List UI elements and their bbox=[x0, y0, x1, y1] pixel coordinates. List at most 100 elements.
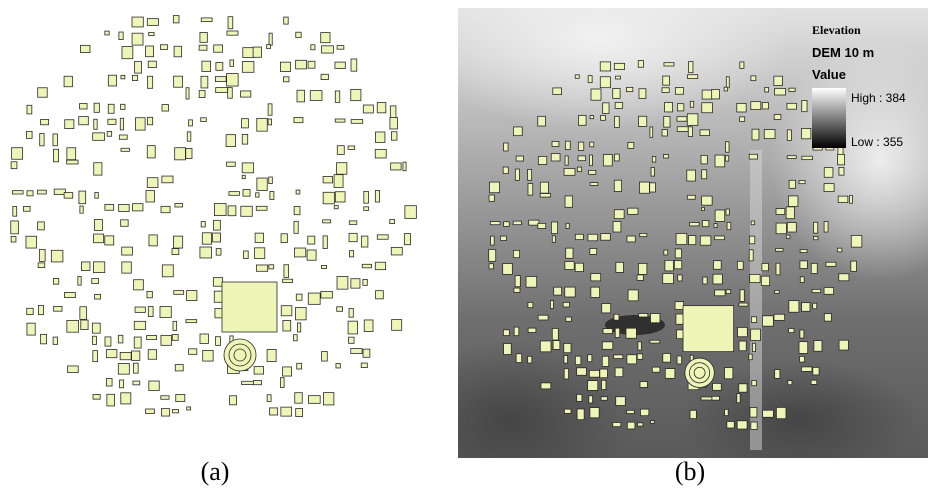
building bbox=[281, 306, 292, 316]
building bbox=[774, 115, 781, 120]
building bbox=[79, 191, 86, 204]
building bbox=[41, 334, 47, 344]
stadium bbox=[234, 349, 246, 361]
building bbox=[627, 422, 635, 429]
building bbox=[108, 104, 114, 113]
building bbox=[242, 175, 245, 178]
building bbox=[726, 77, 729, 88]
building bbox=[751, 329, 761, 340]
building bbox=[616, 262, 624, 272]
building bbox=[650, 314, 659, 323]
building bbox=[600, 369, 608, 378]
building bbox=[146, 191, 155, 202]
building bbox=[740, 117, 745, 122]
building bbox=[788, 381, 792, 385]
building bbox=[575, 356, 580, 364]
building bbox=[229, 192, 240, 196]
building bbox=[134, 280, 144, 290]
building bbox=[65, 292, 76, 297]
building bbox=[228, 17, 233, 29]
building bbox=[242, 119, 249, 128]
building bbox=[81, 262, 90, 271]
building bbox=[677, 356, 682, 364]
building bbox=[551, 222, 557, 234]
raster-low bbox=[680, 360, 920, 480]
building bbox=[589, 396, 593, 403]
building bbox=[538, 156, 546, 164]
building bbox=[665, 102, 673, 111]
building bbox=[201, 18, 212, 22]
building bbox=[614, 210, 624, 219]
building bbox=[528, 302, 533, 307]
building bbox=[504, 222, 510, 227]
building bbox=[134, 321, 145, 329]
building bbox=[715, 236, 725, 240]
building bbox=[515, 169, 519, 180]
building bbox=[80, 45, 90, 52]
building bbox=[173, 16, 179, 23]
building bbox=[119, 32, 123, 40]
building bbox=[105, 236, 114, 245]
building bbox=[591, 274, 601, 281]
building bbox=[65, 120, 74, 129]
figure: Elevation DEM 10 m Value High : 384 Low … bbox=[0, 0, 928, 495]
building bbox=[297, 90, 304, 102]
building bbox=[651, 421, 655, 424]
building bbox=[308, 236, 315, 244]
building bbox=[726, 290, 730, 294]
building bbox=[93, 133, 105, 140]
building bbox=[295, 308, 306, 320]
legend-subtitle: DEM 10 m bbox=[812, 45, 874, 60]
building bbox=[565, 156, 568, 165]
building bbox=[702, 221, 708, 227]
building bbox=[53, 134, 57, 146]
building bbox=[294, 221, 298, 233]
building bbox=[500, 236, 506, 240]
building bbox=[765, 87, 769, 92]
building bbox=[503, 167, 508, 173]
building bbox=[391, 163, 401, 170]
building bbox=[600, 62, 610, 71]
building bbox=[602, 380, 606, 389]
building bbox=[824, 287, 834, 294]
building bbox=[490, 222, 500, 225]
building bbox=[68, 366, 79, 373]
building bbox=[363, 349, 370, 357]
building bbox=[240, 91, 250, 97]
building bbox=[227, 74, 239, 87]
building bbox=[652, 367, 660, 372]
building bbox=[351, 120, 363, 124]
building bbox=[639, 182, 649, 193]
building bbox=[12, 148, 23, 160]
building bbox=[377, 102, 386, 112]
building bbox=[613, 89, 620, 99]
building bbox=[602, 304, 611, 313]
building bbox=[751, 76, 756, 81]
building bbox=[812, 289, 821, 292]
building bbox=[614, 63, 624, 69]
building bbox=[775, 370, 780, 379]
building bbox=[93, 336, 97, 344]
building bbox=[775, 290, 780, 293]
building bbox=[133, 204, 143, 211]
building bbox=[12, 191, 23, 194]
building bbox=[27, 105, 32, 114]
building bbox=[187, 291, 197, 301]
building bbox=[514, 327, 519, 336]
building bbox=[121, 393, 131, 404]
building bbox=[787, 156, 796, 159]
building bbox=[281, 407, 292, 416]
building bbox=[689, 222, 699, 225]
building bbox=[575, 263, 583, 271]
building bbox=[513, 250, 519, 257]
building bbox=[663, 155, 668, 158]
building bbox=[242, 134, 247, 144]
building bbox=[270, 191, 274, 199]
building bbox=[489, 182, 499, 193]
building bbox=[575, 75, 579, 78]
building bbox=[615, 368, 623, 377]
building bbox=[590, 408, 599, 418]
building bbox=[148, 76, 153, 88]
building bbox=[740, 290, 744, 302]
building bbox=[160, 45, 167, 50]
